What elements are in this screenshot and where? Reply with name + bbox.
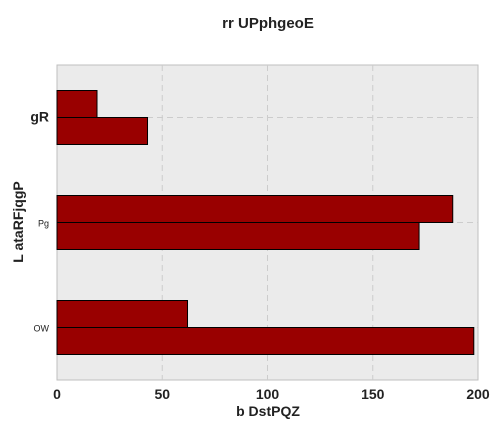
bar <box>56 300 189 328</box>
y-tick-label: Pg <box>38 219 49 229</box>
x-tick-label: 200 <box>466 386 490 402</box>
chart-title: rr UPphgeoE <box>222 15 314 32</box>
bar <box>56 90 98 118</box>
bars <box>56 90 475 355</box>
y-tick-label: gR <box>30 109 49 125</box>
x-axis-label: b DstPQZ <box>236 403 300 419</box>
x-tick-label: 50 <box>154 386 170 402</box>
x-tick-label: 100 <box>256 386 280 402</box>
bar <box>56 117 149 145</box>
bar <box>56 195 454 223</box>
bar <box>56 327 475 355</box>
x-tick-label: 150 <box>361 386 385 402</box>
y-axis-label: L ataRFjqgP <box>10 181 26 262</box>
x-axis-ticks: 0 50 100 150 200 <box>53 386 490 402</box>
y-tick-label: OW <box>34 324 50 334</box>
x-tick-label: 0 <box>53 386 61 402</box>
bar <box>56 222 420 250</box>
y-axis-ticks: gR Pg OW <box>30 109 49 334</box>
